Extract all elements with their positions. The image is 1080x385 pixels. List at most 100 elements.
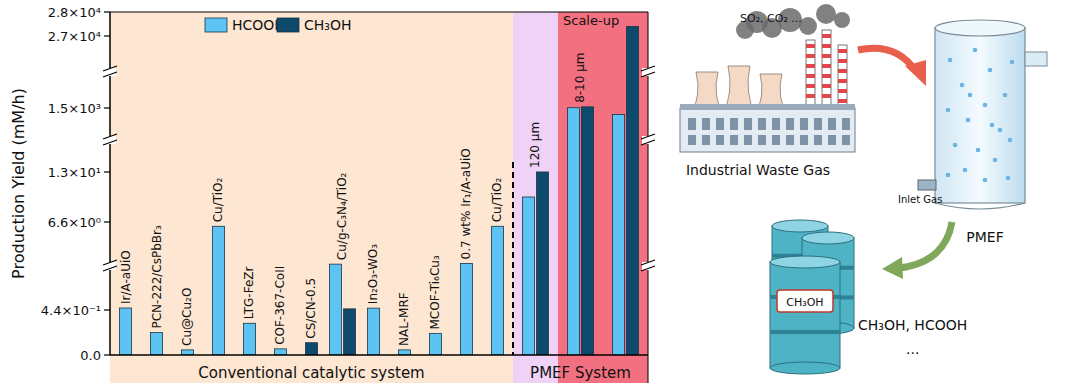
category-label: Cu/TiO₂ xyxy=(212,178,226,223)
factory xyxy=(680,108,855,152)
window xyxy=(688,135,696,145)
bar xyxy=(492,226,504,355)
bar xyxy=(523,197,535,355)
bar xyxy=(344,309,356,355)
bubble xyxy=(976,148,981,153)
region-pmef xyxy=(513,12,558,383)
bar xyxy=(120,308,132,355)
y-tick-label: 1.5×10³ xyxy=(48,101,101,116)
region-conventional xyxy=(110,12,513,383)
window xyxy=(828,135,836,145)
reactor xyxy=(935,28,1025,203)
window xyxy=(758,118,766,130)
window xyxy=(800,135,808,145)
products-label: CH₃OH, HCOOH xyxy=(858,317,967,333)
chimney xyxy=(806,40,815,110)
category-label: COF-367-CoII xyxy=(274,266,288,345)
frame-right xyxy=(648,12,649,383)
region-label: PMEF System xyxy=(530,364,631,382)
reactor-label: PMEF xyxy=(966,229,1003,245)
y-tick xyxy=(104,35,110,36)
arrow xyxy=(900,222,952,268)
y-axis-label: Production Yield (mM/h) xyxy=(9,88,28,279)
y-tick-label: 6.6×10⁰ xyxy=(48,215,101,230)
category-label: PCN-222/CsPbBr₃ xyxy=(150,225,164,329)
chimney-stripe xyxy=(806,64,815,68)
bar xyxy=(330,264,342,355)
bars xyxy=(120,26,639,355)
bubble xyxy=(1010,60,1015,65)
bar xyxy=(430,334,442,355)
window xyxy=(786,118,794,130)
drum xyxy=(770,262,840,368)
axis-break xyxy=(641,140,655,145)
bubble xyxy=(966,118,971,123)
window xyxy=(688,118,696,130)
y-tick-label: 0.0 xyxy=(80,348,101,363)
bubble xyxy=(993,158,998,163)
window xyxy=(786,135,794,145)
window xyxy=(716,135,724,145)
axis-break-gap xyxy=(104,262,116,270)
drum-lid xyxy=(772,220,828,232)
bar xyxy=(275,349,287,355)
bubble xyxy=(1006,176,1011,181)
region-scale-up xyxy=(558,12,648,383)
legend-label: CH₃OH xyxy=(304,17,351,33)
chimney-stripe xyxy=(822,34,831,38)
bar xyxy=(244,323,256,355)
region-label: Conventional catalytic system xyxy=(198,364,424,382)
axis-break xyxy=(103,72,117,77)
chimney-stripe xyxy=(822,44,831,48)
reactor-top xyxy=(935,20,1025,36)
drum-base xyxy=(770,362,840,374)
chimney-stripe xyxy=(838,79,847,83)
chimney-stripe xyxy=(822,74,831,78)
category-label: MCOF-Ti₆Cu₃ xyxy=(429,255,443,329)
axis-break xyxy=(641,72,655,77)
chimney xyxy=(838,45,847,110)
chimney-stripe xyxy=(822,54,831,58)
y-tick xyxy=(104,171,110,172)
chimney-stripe xyxy=(806,74,815,78)
y-tick xyxy=(104,221,110,222)
window xyxy=(730,118,738,130)
axis-break xyxy=(103,260,117,265)
chimney-stripe xyxy=(806,44,815,48)
axis-break-gap xyxy=(642,68,654,76)
y-tick xyxy=(104,354,110,355)
reactor-outlet xyxy=(1025,52,1047,66)
bubble xyxy=(983,103,988,108)
region-label: Scale-up xyxy=(563,13,619,28)
y-tick xyxy=(104,107,110,108)
bar xyxy=(182,350,194,355)
y-axis xyxy=(109,12,111,355)
y-tick-label: 2.7×10⁴ xyxy=(48,29,101,44)
bar xyxy=(368,308,380,355)
bar xyxy=(627,26,639,355)
chimney-stripe xyxy=(838,99,847,103)
drum-label-box xyxy=(777,290,833,312)
drum-ring xyxy=(770,330,840,334)
axis-break xyxy=(641,260,655,265)
axis-break xyxy=(641,134,655,139)
smoke xyxy=(816,4,836,24)
legend-swatch xyxy=(205,18,227,32)
bubble xyxy=(983,178,988,183)
bar xyxy=(613,114,625,355)
window xyxy=(702,135,710,145)
category-label: Cu/TiO₂ xyxy=(491,178,505,223)
category-label: NAL-MRF xyxy=(398,292,412,346)
window xyxy=(744,118,752,130)
bubble xyxy=(973,48,978,53)
window xyxy=(814,118,822,130)
legend: HCOOHCH₃OH xyxy=(205,17,351,33)
axis-break-gap xyxy=(104,136,116,144)
category-label: Ir/A-aUiO xyxy=(119,250,133,304)
category-label: Cu/g-C₃N₄/TiO₂ xyxy=(336,172,350,260)
bubble xyxy=(953,143,958,148)
axis-break xyxy=(103,140,117,145)
window xyxy=(716,118,724,130)
bubble xyxy=(988,68,993,73)
chimney-stripe xyxy=(838,49,847,53)
